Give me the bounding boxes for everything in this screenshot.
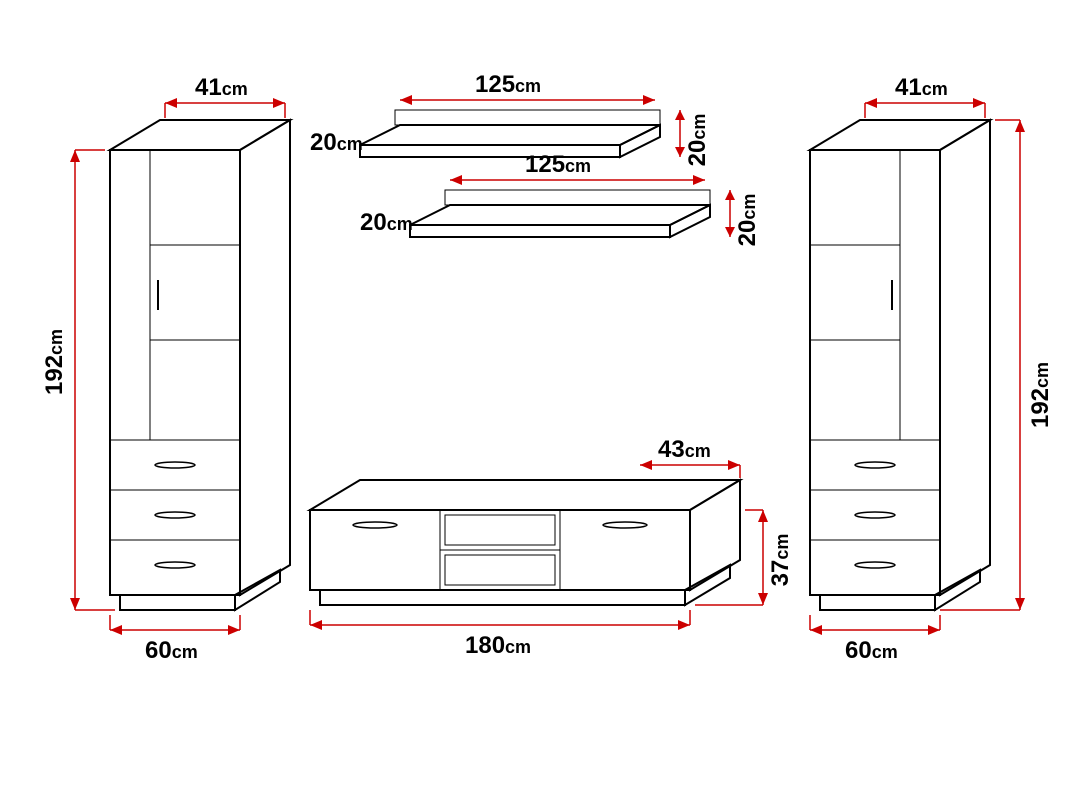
svg-text:125cm: 125cm	[475, 71, 541, 98]
svg-text:60cm: 60cm	[845, 637, 898, 664]
dim-left-height: 192cm	[41, 150, 115, 610]
svg-text:20cm: 20cm	[360, 209, 413, 236]
svg-text:20cm: 20cm	[734, 194, 761, 247]
dim-shelf-bottom-height: 20cm	[725, 190, 761, 246]
svg-text:41cm: 41cm	[895, 74, 948, 101]
right-cabinet	[810, 120, 990, 610]
svg-text:192cm: 192cm	[41, 329, 68, 395]
svg-text:192cm: 192cm	[1027, 362, 1054, 428]
svg-text:43cm: 43cm	[658, 436, 711, 463]
dim-tv-depth: 43cm	[640, 436, 740, 478]
dim-shelf-top-width: 125cm	[400, 71, 655, 105]
dim-shelf-top-depth: 20cm	[310, 129, 363, 156]
svg-text:60cm: 60cm	[145, 637, 198, 664]
bottom-shelf	[410, 190, 710, 237]
dim-left-width: 60cm	[110, 615, 240, 664]
furniture-dimension-diagram: 192cm 41cm 60cm	[0, 0, 1080, 810]
dim-tv-width: 180cm	[310, 610, 690, 659]
svg-text:20cm: 20cm	[310, 129, 363, 156]
svg-text:180cm: 180cm	[465, 632, 531, 659]
svg-text:37cm: 37cm	[767, 534, 794, 587]
dim-right-width: 60cm	[810, 615, 940, 664]
dim-right-height: 192cm	[940, 120, 1054, 610]
dim-shelf-top-height: 20cm	[675, 110, 711, 166]
dim-shelf-bottom-depth: 20cm	[360, 209, 413, 236]
top-shelf	[360, 110, 660, 157]
dim-left-depth: 41cm	[165, 74, 285, 118]
dim-right-depth: 41cm	[865, 74, 985, 118]
svg-text:125cm: 125cm	[525, 151, 591, 178]
left-cabinet	[110, 120, 290, 610]
svg-text:41cm: 41cm	[195, 74, 248, 101]
tv-stand	[310, 480, 740, 605]
svg-text:20cm: 20cm	[684, 114, 711, 167]
